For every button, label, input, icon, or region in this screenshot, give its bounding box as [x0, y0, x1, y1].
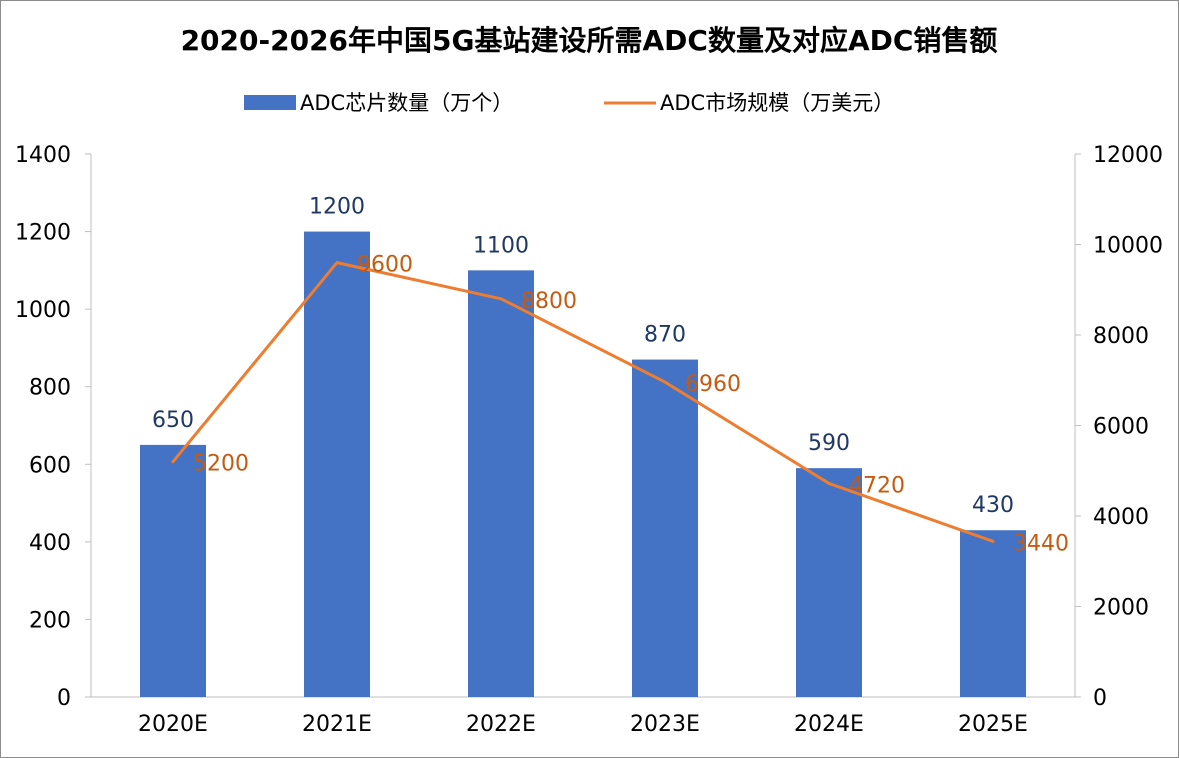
legend: ADC芯片数量（万个） ADC市场规模（万美元）: [244, 91, 894, 115]
line-data-label: 6960: [685, 372, 741, 397]
bar-data-label: 590: [808, 431, 850, 456]
right-tick-label: 4000: [1093, 505, 1149, 530]
line-data-label: 4720: [849, 473, 905, 498]
line-data-label: 8800: [521, 289, 577, 314]
x-tick-label: 2021E: [302, 712, 372, 737]
line-path: [171, 261, 994, 543]
legend-label-adc-market-size: ADC市场规模（万美元）: [660, 91, 894, 115]
left-tick-label: 1200: [15, 221, 71, 246]
bar: [796, 468, 862, 697]
line-series: [171, 261, 995, 543]
x-axis-ticks: 2020E 2021E 2022E 2023E 2024E 2025E: [138, 712, 1028, 737]
axes: [90, 154, 1076, 698]
right-tick-label: 2000: [1093, 596, 1149, 621]
left-tick-label: 600: [29, 453, 71, 478]
left-tick-label: 1000: [15, 298, 71, 323]
bar: [960, 530, 1026, 697]
x-tick-label: 2024E: [794, 712, 864, 737]
bar-series: [140, 231, 1026, 698]
bar: [632, 359, 698, 697]
left-tick-label: 800: [29, 376, 71, 401]
left-tick-label: 400: [29, 531, 71, 556]
bar-data-labels: 650 1200 1100 870 590 430: [152, 195, 1014, 519]
bar-data-label: 1200: [309, 195, 365, 220]
x-tick-label: 2025E: [958, 712, 1028, 737]
bar-data-label: 430: [972, 493, 1014, 518]
bar: [304, 231, 370, 698]
right-tick-label: 6000: [1093, 415, 1149, 440]
bar-data-label: 870: [644, 323, 686, 348]
left-tick-label: 0: [57, 686, 71, 711]
chart-title: 2020-2026年中国5G基站建设所需ADC数量及对应ADC销售额: [181, 24, 998, 57]
line-point: [171, 460, 175, 464]
line-data-labels: 5200 9600 8800 6960 4720 3440: [193, 253, 1069, 557]
line-point: [991, 539, 995, 543]
bar: [468, 270, 534, 697]
right-tick-label: 8000: [1093, 324, 1149, 349]
left-tick-label: 1400: [15, 143, 71, 168]
bar: [140, 444, 206, 697]
x-tick-label: 2023E: [630, 712, 700, 737]
legend-swatch-adc-chip-count: [244, 95, 296, 110]
right-tick-label: 12000: [1093, 143, 1163, 168]
line-point: [499, 297, 503, 301]
line-data-label: 5200: [193, 452, 249, 477]
line-point: [335, 261, 339, 265]
right-tick-label: 0: [1093, 686, 1107, 711]
bar-data-label: 1100: [473, 233, 529, 258]
x-tick-label: 2020E: [138, 712, 208, 737]
left-axis-ticks: 0 200 400 600 800 1000 1200 1400: [15, 143, 91, 711]
line-point: [663, 380, 667, 384]
x-tick-label: 2022E: [466, 712, 536, 737]
right-axis-ticks: 0 2000 4000 6000 8000 10000 12000: [1075, 143, 1163, 711]
line-data-label: 9600: [357, 253, 413, 278]
right-tick-label: 10000: [1093, 234, 1163, 259]
legend-label-adc-chip-count: ADC芯片数量（万个）: [300, 91, 513, 115]
left-tick-label: 200: [29, 608, 71, 633]
bar-data-label: 650: [152, 408, 194, 433]
line-data-label: 3440: [1013, 531, 1069, 556]
line-point: [827, 481, 831, 485]
